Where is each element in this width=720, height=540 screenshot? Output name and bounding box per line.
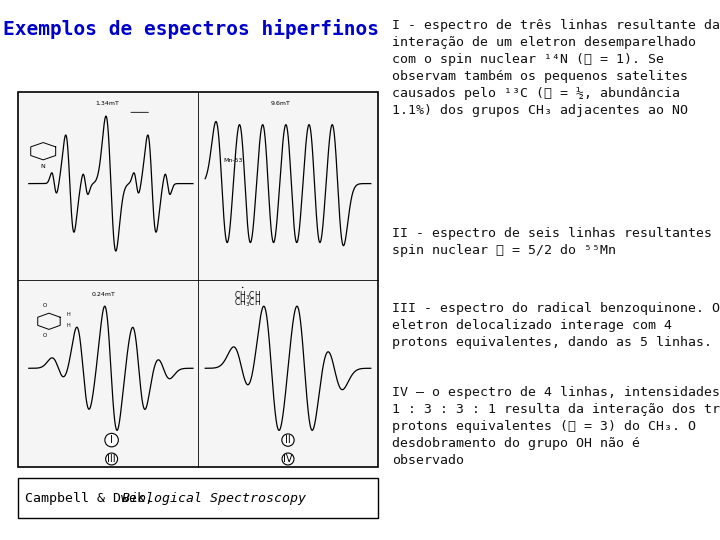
Text: Mn-53: Mn-53 <box>223 158 243 163</box>
Text: II: II <box>285 435 291 445</box>
Text: 9.6mT: 9.6mT <box>271 102 291 106</box>
Text: H: H <box>66 323 70 328</box>
Text: O: O <box>43 303 48 308</box>
Text: I: I <box>110 435 113 445</box>
Text: I - espectro de três linhas resultante da
interação de um eletron desemparelhado: I - espectro de três linhas resultante d… <box>392 19 720 117</box>
Text: N: N <box>41 164 45 169</box>
Bar <box>18 478 378 518</box>
Text: 1.34mT: 1.34mT <box>95 102 120 106</box>
Text: III: III <box>107 454 116 464</box>
Text: 0.24mT: 0.24mT <box>91 292 116 297</box>
Text: Exemplos de espectros hiperfinos: Exemplos de espectros hiperfinos <box>3 19 379 39</box>
Text: Biological Spectroscopy: Biological Spectroscopy <box>122 491 307 505</box>
Text: $\mathrm{CH_3CH}$: $\mathrm{CH_3CH}$ <box>234 296 261 309</box>
Text: II - espectro de seis linhas resultantes do
spin nuclear ℓ = 5/2 do ⁵⁵Mn: II - espectro de seis linhas resultantes… <box>392 227 720 257</box>
Text: III - espectro do radical benzoquinone. O
eletron delocalizado interage com 4
pr: III - espectro do radical benzoquinone. … <box>392 302 720 349</box>
Text: IV – o espectro de 4 linhas, intensidades
1 : 3 : 3 : 1 resulta da interação dos: IV – o espectro de 4 linhas, intensidade… <box>392 386 720 467</box>
Bar <box>18 92 378 467</box>
Text: H: H <box>66 312 70 317</box>
Text: $\mathrm{C}\overset{\bullet}{\mathrm{H}}_3\mathrm{CH}$: $\mathrm{C}\overset{\bullet}{\mathrm{H}}… <box>234 285 261 302</box>
Text: IV: IV <box>283 454 293 464</box>
Text: Campbell & Dwek,: Campbell & Dwek, <box>25 491 161 505</box>
Text: O: O <box>43 333 48 338</box>
